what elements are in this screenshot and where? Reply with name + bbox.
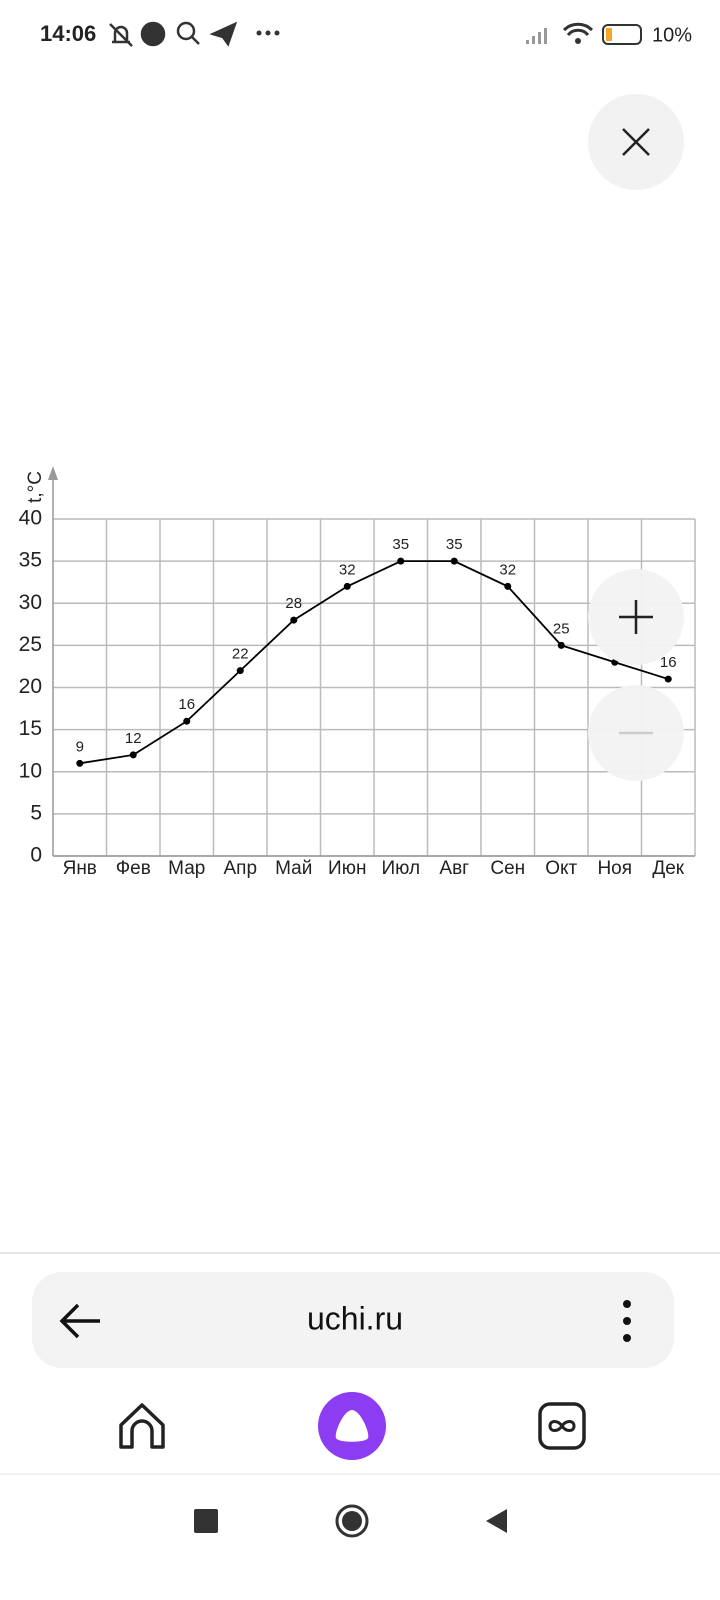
back-button[interactable]	[59, 1303, 100, 1339]
x-tick-label: Фев	[116, 858, 151, 879]
dots	[256, 30, 280, 36]
status-icons	[109, 21, 238, 47]
point-annotation: 25	[553, 620, 570, 637]
x-tick-label: Июл	[381, 858, 420, 879]
point	[504, 582, 512, 590]
signal	[526, 28, 547, 44]
x-tick-label: Апр	[223, 858, 257, 879]
point	[236, 667, 244, 675]
point	[290, 616, 298, 624]
x-tick-label: Мар	[168, 858, 205, 879]
home-button[interactable]	[119, 1403, 165, 1449]
point	[450, 557, 458, 565]
time: 14:06	[40, 21, 96, 46]
point	[664, 675, 672, 683]
plus-icon	[619, 600, 653, 634]
point-annotation: 35	[446, 536, 463, 553]
point	[76, 759, 84, 767]
y-tick-label: 25	[19, 633, 42, 656]
y-axis-label: t,°C	[25, 471, 46, 503]
x-tick-label: Ноя	[597, 858, 632, 879]
point-annotation: 9	[76, 738, 84, 755]
point	[129, 751, 137, 759]
menu-button[interactable]	[623, 1300, 631, 1342]
back-nav[interactable]	[486, 1509, 507, 1533]
chart: 0 5 10 15 20 25 30 35 40 t,°C Янв Фев Мар Апр Май Июн Ию…	[19, 466, 696, 879]
x-tick-label: Май	[275, 858, 312, 879]
y-tick-label: 0	[30, 844, 42, 867]
tabs-button[interactable]	[538, 1402, 586, 1450]
y-tick-label: 20	[19, 675, 42, 698]
x-tick-label: Окт	[545, 858, 577, 879]
y-tick-label: 40	[19, 507, 42, 530]
alice-icon	[335, 1410, 369, 1442]
wifi	[562, 22, 594, 37]
y-tick-label: 30	[19, 591, 42, 614]
point-annotation: 32	[339, 561, 356, 578]
point-annotation: 16	[178, 696, 195, 713]
point	[397, 557, 405, 565]
battery-level	[606, 28, 612, 41]
x-tick-label: Июн	[328, 858, 366, 879]
point-annotation: 35	[392, 536, 409, 553]
battery-text: 10%	[652, 24, 692, 46]
wifi-dot	[575, 38, 581, 44]
point-annotation: 22	[232, 646, 249, 663]
y-tick-label: 15	[19, 717, 42, 740]
y-tick-label: 5	[30, 801, 42, 824]
url: uchi.ru	[307, 1300, 403, 1336]
x-tick-label: Авг	[439, 858, 469, 879]
x-tick-label: Сен	[490, 858, 525, 879]
address-bar[interactable]	[32, 1272, 674, 1368]
x-tick-label: Дек	[652, 858, 684, 879]
home-nav-dot	[342, 1511, 362, 1531]
battery	[602, 24, 642, 45]
point-annotation: 32	[499, 561, 516, 578]
y-axis-arrow	[48, 466, 58, 480]
point	[557, 641, 565, 649]
tabs-icon	[548, 1420, 576, 1432]
point-annotation: 12	[125, 730, 142, 747]
point-annotation: 28	[285, 595, 302, 612]
y-tick-label: 35	[19, 549, 42, 572]
home-nav[interactable]	[335, 1504, 369, 1538]
point	[343, 582, 351, 590]
line	[79, 560, 669, 765]
point-annotation: 16	[660, 654, 677, 671]
x-tick-label: Янв	[63, 858, 97, 879]
y-tick-label: 10	[19, 759, 42, 782]
point	[183, 717, 191, 725]
recents-button[interactable]	[194, 1509, 218, 1533]
close-icon	[622, 128, 650, 156]
